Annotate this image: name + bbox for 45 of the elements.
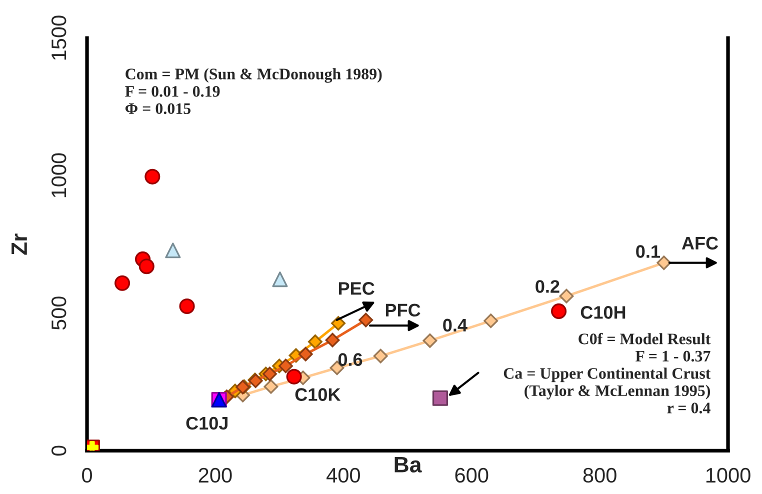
point <box>278 358 293 374</box>
x-tick-label: 800 <box>583 468 616 483</box>
point <box>358 312 374 328</box>
point <box>165 242 181 258</box>
point <box>331 316 346 331</box>
point <box>179 298 195 314</box>
point <box>325 332 340 348</box>
annotation: 0.6 <box>338 353 362 366</box>
annotation: 0.4 <box>443 318 468 332</box>
x-tick-label: 1000 <box>706 468 750 483</box>
annotation: 0.1 <box>636 245 660 258</box>
point <box>262 366 277 382</box>
point <box>484 314 498 328</box>
x-tick-label: 600 <box>455 468 488 483</box>
point <box>551 303 567 319</box>
y-axis-title: Zr <box>12 234 27 255</box>
point <box>298 346 313 362</box>
y-tick-label: 500 <box>51 296 66 330</box>
point <box>264 379 278 394</box>
point <box>138 258 154 274</box>
point <box>308 334 322 349</box>
y-tick-label: 1500 <box>51 16 66 60</box>
point <box>272 272 288 288</box>
annotation: AFC <box>682 236 718 250</box>
annotation: 0.2 <box>536 280 560 293</box>
x-tick-label: 200 <box>198 468 232 483</box>
y-tick-label: 0 <box>51 446 66 456</box>
point <box>144 168 160 184</box>
annotation: PFC <box>386 304 420 317</box>
y-tick-label: 1000 <box>51 153 66 198</box>
annotation: PEC <box>338 282 374 295</box>
point <box>559 288 574 304</box>
x-tick-label: 400 <box>326 468 360 483</box>
point <box>432 390 448 406</box>
point <box>373 348 388 364</box>
x-tick-label: 0 <box>82 468 92 483</box>
x-axis-title: Ba <box>394 457 422 473</box>
annotation: Com = PM (Sun & McDonough 1989) F = 0.01 - 0.19 Φ = 0.015 <box>125 68 382 114</box>
annotation: C10H <box>580 306 626 319</box>
annotation: C10J <box>186 416 228 430</box>
annotation: C0f = Model Result F = 1 - 0.37 Ca = Upper Continental Crust (Taylor & McLennan 1995) r = 0.4 <box>504 332 711 414</box>
annotation: C10K <box>295 388 341 401</box>
point <box>286 368 302 384</box>
point <box>114 275 130 291</box>
point <box>422 333 438 348</box>
